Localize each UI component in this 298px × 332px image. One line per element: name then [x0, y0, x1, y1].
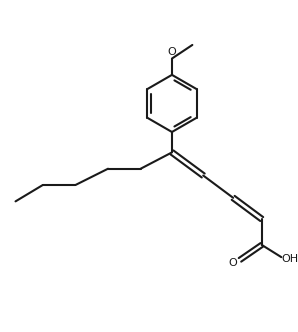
Text: O: O: [167, 47, 176, 57]
Text: O: O: [229, 258, 238, 268]
Text: OH: OH: [281, 254, 298, 264]
